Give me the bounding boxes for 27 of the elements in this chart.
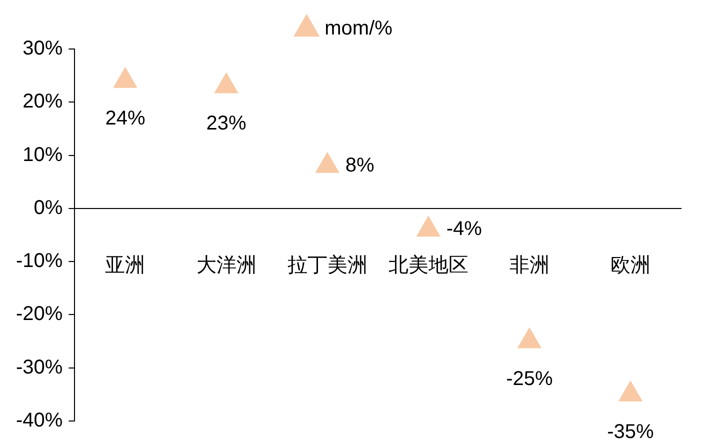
data-label: 24% — [105, 107, 146, 130]
legend-label: mom/% — [324, 18, 393, 40]
point — [518, 328, 542, 348]
point — [618, 380, 642, 402]
point — [316, 152, 340, 173]
x-tick-label: 亚洲 — [105, 252, 146, 277]
y-tick-label: -30% — [16, 356, 63, 378]
x-tick-label: 北美地区 — [388, 252, 468, 277]
data-label: -25% — [506, 368, 553, 390]
y-tick-label: -20% — [16, 303, 63, 326]
y-tick-label: -40% — [16, 410, 63, 432]
data-label: 23% — [206, 112, 246, 135]
y-tick-label: 0% — [34, 196, 63, 219]
x-tick-label: 拉丁美洲 — [287, 252, 368, 277]
data-label: -4% — [446, 218, 482, 240]
y-tick-label: 20% — [22, 90, 63, 113]
x-tick-label: 大洋洲 — [196, 252, 256, 277]
point — [214, 72, 238, 94]
y-tick-label: 30% — [22, 38, 63, 60]
point — [113, 67, 137, 88]
y-tick-label: -10% — [16, 250, 63, 272]
data-label: -35% — [607, 420, 654, 443]
x-tick-label: 欧洲 — [610, 252, 650, 277]
y-tick-label: 10% — [22, 144, 63, 166]
point — [416, 216, 440, 237]
data-label: 8% — [345, 154, 374, 176]
x-tick-label: 非洲 — [509, 252, 550, 277]
